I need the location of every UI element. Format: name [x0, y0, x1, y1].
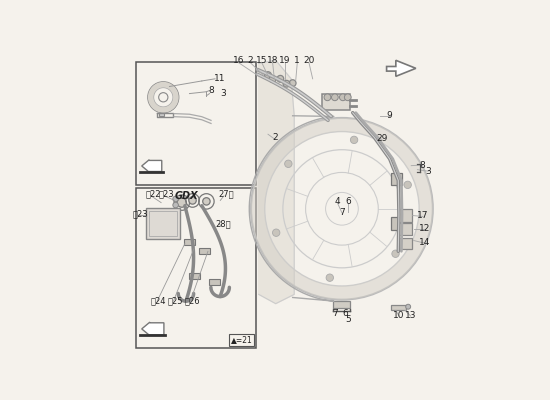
- Text: 9: 9: [387, 111, 393, 120]
- Text: 6: 6: [343, 309, 349, 318]
- Text: 16: 16: [233, 56, 245, 65]
- Text: ⯈22: ⯈22: [145, 190, 161, 199]
- Circle shape: [173, 202, 178, 208]
- Bar: [391, 173, 402, 185]
- Bar: [391, 305, 406, 310]
- Text: ⯈25: ⯈25: [168, 296, 183, 305]
- Text: 18: 18: [267, 56, 278, 65]
- Bar: [146, 208, 180, 239]
- Polygon shape: [142, 322, 164, 336]
- Circle shape: [173, 196, 178, 202]
- Bar: [398, 238, 412, 249]
- Bar: [398, 223, 412, 235]
- Text: ⯈26: ⯈26: [185, 296, 200, 305]
- Circle shape: [283, 80, 290, 87]
- Circle shape: [289, 80, 296, 86]
- Circle shape: [272, 229, 280, 236]
- Text: 27⯈: 27⯈: [218, 190, 234, 199]
- Circle shape: [332, 94, 338, 101]
- Text: 7: 7: [332, 309, 338, 318]
- Text: 11: 11: [214, 74, 226, 83]
- Circle shape: [277, 76, 284, 82]
- Circle shape: [189, 197, 196, 204]
- Bar: [398, 209, 412, 222]
- Text: 20: 20: [303, 56, 315, 65]
- Text: 19: 19: [279, 56, 291, 65]
- Wedge shape: [148, 82, 179, 113]
- Circle shape: [326, 274, 333, 281]
- Bar: [208, 279, 219, 285]
- Bar: [322, 94, 350, 110]
- Bar: [333, 300, 350, 308]
- Circle shape: [392, 250, 399, 258]
- Text: 13: 13: [405, 312, 416, 320]
- Circle shape: [285, 160, 292, 168]
- Bar: [391, 218, 402, 230]
- Bar: [189, 273, 200, 279]
- Text: ⯈24: ⯈24: [151, 296, 167, 305]
- Polygon shape: [387, 60, 416, 76]
- Bar: [150, 211, 177, 236]
- Text: 3: 3: [425, 167, 431, 176]
- Text: 5: 5: [345, 315, 351, 324]
- Text: 15: 15: [256, 56, 268, 65]
- Text: 7: 7: [339, 208, 345, 217]
- Text: ⯈23: ⯈23: [133, 209, 148, 218]
- Text: 12: 12: [420, 224, 431, 233]
- Text: 8: 8: [209, 86, 214, 95]
- Circle shape: [203, 198, 210, 205]
- Text: 8: 8: [419, 160, 425, 170]
- Circle shape: [404, 181, 411, 188]
- Circle shape: [265, 72, 271, 78]
- Text: ⯈23: ⯈23: [158, 190, 174, 199]
- Text: 3: 3: [220, 89, 225, 98]
- Bar: [184, 239, 195, 245]
- Bar: [135, 188, 256, 348]
- Text: 4: 4: [334, 198, 340, 206]
- Text: 28⯈: 28⯈: [216, 220, 231, 229]
- Circle shape: [270, 76, 276, 82]
- Text: 2: 2: [272, 133, 278, 142]
- Bar: [135, 62, 256, 185]
- Circle shape: [344, 94, 351, 101]
- Circle shape: [339, 94, 347, 101]
- Circle shape: [350, 136, 358, 144]
- Text: 1: 1: [294, 56, 300, 65]
- Polygon shape: [258, 60, 294, 304]
- Circle shape: [177, 198, 186, 207]
- Text: 17: 17: [417, 211, 428, 220]
- Text: GDX: GDX: [174, 191, 198, 201]
- Circle shape: [324, 94, 331, 101]
- Wedge shape: [251, 118, 433, 300]
- Text: 29: 29: [376, 134, 388, 143]
- Circle shape: [406, 304, 411, 309]
- Bar: [199, 248, 211, 254]
- Bar: [158, 113, 164, 116]
- Text: 10: 10: [393, 312, 405, 320]
- Polygon shape: [142, 160, 162, 172]
- Text: ▲=21: ▲=21: [231, 335, 252, 344]
- Text: 14: 14: [420, 238, 431, 247]
- Text: 2: 2: [248, 56, 253, 65]
- Text: 6: 6: [345, 198, 351, 206]
